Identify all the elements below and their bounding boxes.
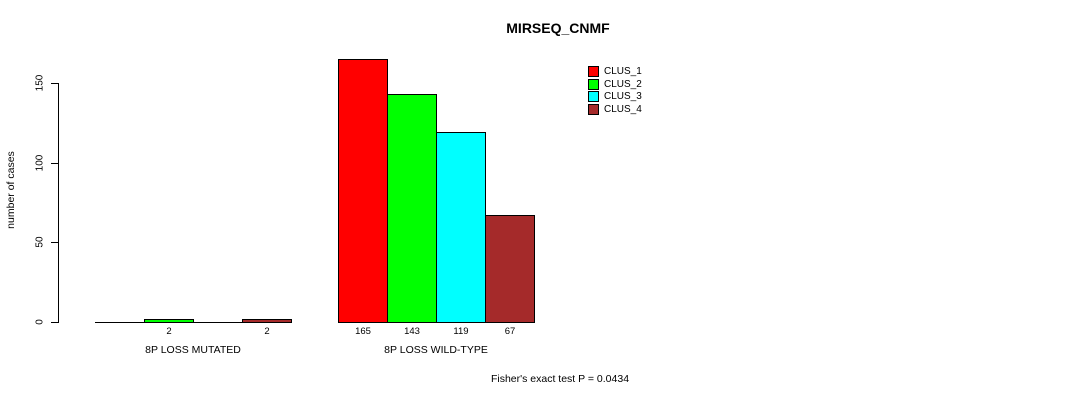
legend-label: CLUS_4 bbox=[604, 103, 642, 115]
bar-value-label: 143 bbox=[404, 326, 420, 337]
bar-clus_4-group1 bbox=[242, 319, 292, 323]
fisher-test-annotation: Fisher's exact test P = 0.0434 bbox=[490, 373, 630, 385]
bar-value-label: 119 bbox=[453, 326, 469, 337]
legend-item-clus_3: CLUS_3 bbox=[588, 91, 642, 102]
bar-clus_3-group2 bbox=[436, 132, 486, 323]
bar-clus_3-group1 bbox=[193, 322, 243, 323]
legend-label: CLUS_2 bbox=[604, 78, 642, 90]
legend-item-clus_4: CLUS_4 bbox=[588, 103, 642, 115]
bar-value-label: 67 bbox=[504, 326, 516, 337]
y-tick-label: 100 bbox=[34, 154, 46, 172]
bar-value-label: 165 bbox=[355, 326, 371, 337]
legend: CLUS_1 CLUS_2 CLUS_3 CLUS_4 bbox=[588, 66, 642, 116]
chart-title: MIRSEQ_CNMF bbox=[506, 20, 610, 36]
legend-label: CLUS_1 bbox=[604, 66, 642, 77]
legend-swatch bbox=[588, 103, 599, 115]
bar-clus_2-group2 bbox=[387, 94, 437, 323]
y-tick-mark bbox=[51, 242, 58, 243]
y-tick-mark bbox=[51, 322, 58, 323]
bar-value-label: 2 bbox=[264, 326, 270, 337]
y-tick-mark bbox=[51, 163, 58, 164]
legend-label: CLUS_3 bbox=[604, 91, 642, 102]
group-label-2: 8P LOSS WILD-TYPE bbox=[384, 344, 488, 356]
legend-item-clus_1: CLUS_1 bbox=[588, 66, 642, 77]
group-label-1: 8P LOSS MUTATED bbox=[145, 344, 241, 356]
bar-clus_1-group1 bbox=[95, 322, 145, 323]
y-axis-label: number of cases bbox=[5, 151, 17, 229]
y-tick-label: 50 bbox=[34, 236, 46, 248]
y-axis-line bbox=[58, 83, 59, 323]
bar-value-label: 2 bbox=[166, 326, 172, 337]
legend-item-clus_2: CLUS_2 bbox=[588, 78, 642, 90]
legend-swatch bbox=[588, 91, 599, 102]
y-tick-mark bbox=[51, 83, 58, 84]
bar-clus_1-group2 bbox=[338, 59, 388, 323]
legend-swatch bbox=[588, 78, 599, 90]
y-tick-label: 150 bbox=[34, 74, 46, 92]
bar-clus_2-group1 bbox=[144, 319, 194, 323]
y-tick-label: 0 bbox=[34, 319, 46, 325]
bar-clus_4-group2 bbox=[485, 215, 535, 323]
legend-swatch bbox=[588, 66, 599, 77]
